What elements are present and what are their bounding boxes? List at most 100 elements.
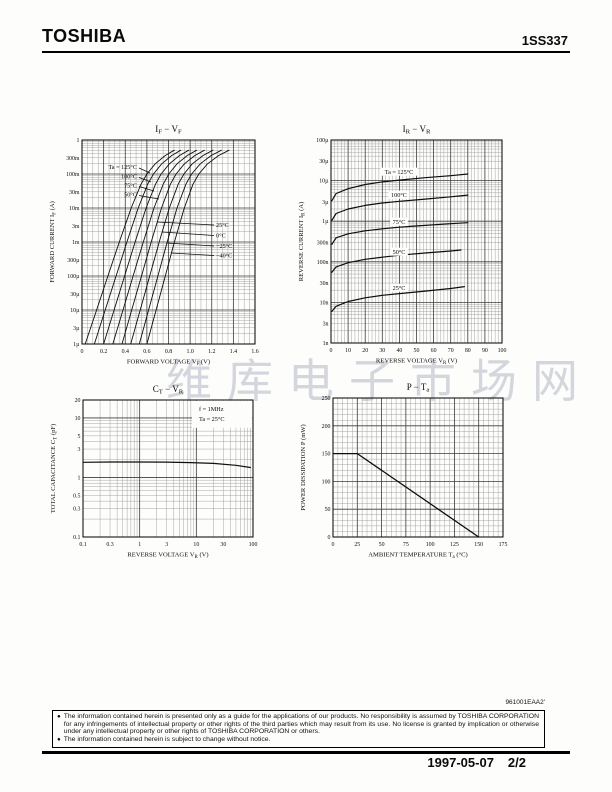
svg-text:30: 30 <box>379 348 385 354</box>
svg-text:0.8: 0.8 <box>165 349 172 355</box>
svg-text:300µ: 300µ <box>67 258 80 264</box>
legal-notice-item: ● The information contained herein is pr… <box>57 713 539 736</box>
legal-notice-text-2: The information contained herein is subj… <box>63 736 271 744</box>
svg-text:300m: 300m <box>66 156 80 162</box>
svg-text:0: 0 <box>328 535 331 541</box>
toshiba-logo: TOSHIBA <box>42 26 127 46</box>
svg-text:200: 200 <box>322 424 331 430</box>
svg-text:REVERSE VOLTAGE VR (V): REVERSE VOLTAGE VR (V) <box>376 358 457 367</box>
svg-text:40: 40 <box>396 348 402 354</box>
svg-text:1.6: 1.6 <box>251 349 258 355</box>
svg-text:1µ: 1µ <box>322 219 329 225</box>
revision-date: 1997-05-07 <box>427 755 494 770</box>
svg-text:1: 1 <box>78 475 81 481</box>
svg-text:75: 75 <box>403 542 409 548</box>
chart-forward-current-vs-forward-voltage: Ta = 125°C 100°C 75°C 50°C 25°C 0°C −25°C −40°C… <box>40 118 285 380</box>
svg-text:60: 60 <box>431 348 437 354</box>
svg-text:0.1: 0.1 <box>73 535 80 541</box>
svg-text:10m: 10m <box>69 206 80 212</box>
svg-text:0.3: 0.3 <box>73 507 80 513</box>
svg-text:50: 50 <box>325 507 331 513</box>
part-number: 1SS337 <box>521 33 568 48</box>
svg-text:150: 150 <box>322 452 331 458</box>
svg-text:100µ: 100µ <box>316 138 329 144</box>
svg-text:3: 3 <box>165 542 168 548</box>
svg-text:AMBIENT TEMPERATURE Ta (°C: AMBIENT TEMPERATURE Ta (°C) <box>368 552 468 561</box>
svg-text:1m: 1m <box>72 240 80 246</box>
document-code: 961001EAA2' <box>505 699 545 706</box>
svg-text:100: 100 <box>322 479 331 485</box>
legal-notice-text-1: The information contained herein is pres… <box>63 713 539 736</box>
legal-notice-item: ● The information contained herein is su… <box>57 736 539 744</box>
svg-text:REVERSE CURRENT IR (A): REVERSE CURRENT IR (A) <box>298 202 307 282</box>
svg-text:75°C: 75°C <box>124 183 137 190</box>
svg-text:1.2: 1.2 <box>208 349 215 355</box>
svg-text:3µ: 3µ <box>322 200 329 206</box>
svg-text:3m: 3m <box>72 224 80 230</box>
svg-text:−40°C: −40°C <box>216 253 232 260</box>
svg-text:IF − VF: IF − VF <box>155 124 182 136</box>
svg-text:100°C: 100°C <box>391 192 407 199</box>
svg-text:100: 100 <box>249 542 258 548</box>
svg-text:10: 10 <box>75 416 81 422</box>
svg-text:0: 0 <box>330 348 333 354</box>
svg-text:30n: 30n <box>320 281 329 287</box>
svg-text:125: 125 <box>450 542 459 548</box>
svg-text:30: 30 <box>220 542 226 548</box>
svg-text:50°C: 50°C <box>124 192 137 199</box>
header-rule <box>42 51 570 54</box>
svg-text:70: 70 <box>448 348 454 354</box>
svg-text:10µ: 10µ <box>70 308 80 314</box>
svg-text:1µ: 1µ <box>73 342 80 348</box>
svg-text:50: 50 <box>379 542 385 548</box>
svg-text:−25°C: −25°C <box>216 243 232 250</box>
svg-text:25°C: 25°C <box>393 285 406 292</box>
svg-text:FORWARD CURRENT IF (A): FORWARD CURRENT IF (A) <box>49 201 58 283</box>
svg-text:50°C: 50°C <box>393 249 406 256</box>
svg-text:100: 100 <box>498 348 507 354</box>
svg-text:25: 25 <box>354 542 360 548</box>
svg-text:TOTAL CAPACITANCE CT (pF): TOTAL CAPACITANCE CT (pF) <box>50 424 59 513</box>
svg-text:50: 50 <box>414 348 420 354</box>
svg-text:100µ: 100µ <box>67 274 80 280</box>
svg-text:100m: 100m <box>66 172 80 178</box>
svg-text:80: 80 <box>465 348 471 354</box>
svg-text:10n: 10n <box>320 300 329 306</box>
svg-text:100°C: 100°C <box>121 174 137 181</box>
svg-text:P − Ta: P − Ta <box>407 382 430 394</box>
svg-text:0.1: 0.1 <box>79 542 86 548</box>
svg-text:10: 10 <box>193 542 199 548</box>
svg-text:f = 1MHz: f = 1MHz <box>199 406 224 413</box>
svg-text:1: 1 <box>138 542 141 548</box>
svg-text:0: 0 <box>81 349 84 355</box>
bullet-icon: ● <box>57 713 61 720</box>
svg-text:Ta = 25°C: Ta = 25°C <box>199 416 224 423</box>
bullet-icon: ● <box>57 736 61 744</box>
svg-text:30m: 30m <box>69 190 80 196</box>
svg-text:250: 250 <box>322 396 331 402</box>
svg-text:30µ: 30µ <box>70 292 80 298</box>
svg-text:POWER DISSIPATION P (mW): POWER DISSIPATION P (mW) <box>300 424 307 511</box>
svg-text:0°C: 0°C <box>216 233 226 240</box>
svg-text:75°C: 75°C <box>393 219 406 226</box>
svg-text:100n: 100n <box>317 260 329 266</box>
svg-text:0.3: 0.3 <box>106 542 113 548</box>
svg-text:5: 5 <box>78 434 81 440</box>
svg-text:150: 150 <box>474 542 483 548</box>
svg-text:30µ: 30µ <box>319 159 329 165</box>
svg-text:25°C: 25°C <box>216 222 229 229</box>
svg-text:100: 100 <box>426 542 435 548</box>
svg-text:3: 3 <box>78 447 81 453</box>
page-indicator: 2/2 <box>507 755 526 770</box>
svg-text:10µ: 10µ <box>319 179 329 185</box>
svg-text:300n: 300n <box>317 240 329 246</box>
chart-power-dissipation-vs-temperature: 0 25 50 75 100 125 150 175 0 50 100 150 200 250 P − Ta… <box>285 378 530 583</box>
svg-text:0: 0 <box>332 542 335 548</box>
svg-text:CT − VR: CT − VR <box>153 384 184 396</box>
svg-text:0.6: 0.6 <box>143 349 150 355</box>
svg-text:10: 10 <box>345 348 351 354</box>
svg-text:175: 175 <box>499 542 508 548</box>
legal-notice-box: ● The information contained herein is pr… <box>52 710 545 748</box>
svg-text:1n: 1n <box>323 341 329 347</box>
